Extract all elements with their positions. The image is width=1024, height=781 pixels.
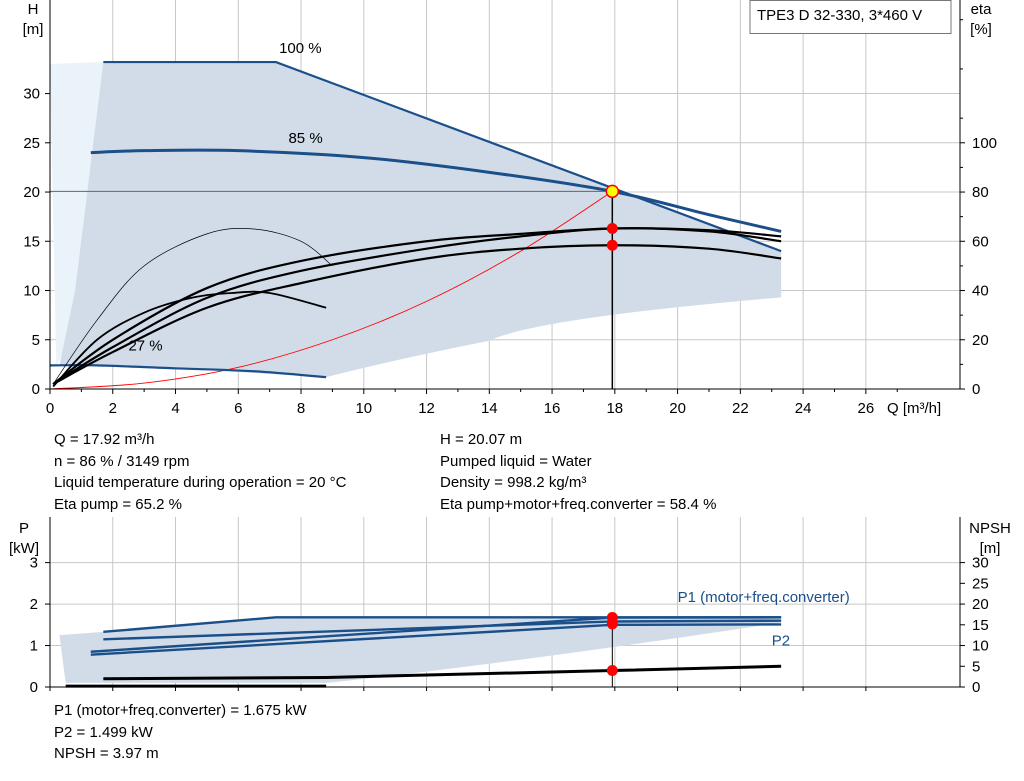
top-light-area xyxy=(50,62,104,366)
top-yr-tick-label-1: 20 xyxy=(972,332,989,349)
top-y-axis-label-1: [m] xyxy=(23,21,44,38)
top-x-tick-label-2: 4 xyxy=(171,400,179,417)
bottom-curve-label-0: P1 (motor+freq.converter) xyxy=(678,589,850,606)
top-x-tick-label-12: 24 xyxy=(795,400,812,417)
bottom-y-tick-label-3: 3 xyxy=(30,555,38,572)
top-point-eta-total xyxy=(606,239,618,251)
top-series-6 xyxy=(52,290,327,388)
top-x-tick-label-3: 6 xyxy=(234,400,242,417)
bottom-yr-tick-label-1: 5 xyxy=(972,658,980,675)
top-x-tick-label-4: 8 xyxy=(297,400,305,417)
pump-model-box xyxy=(749,0,952,34)
top-series-7 xyxy=(52,228,333,385)
top-series-5 xyxy=(52,227,782,385)
info-liquid-temp: Liquid temperature during operation = 20… xyxy=(54,474,347,491)
info-eta-pump: Eta pump = 65.2 % xyxy=(54,495,182,513)
info-eta-total: Eta pump+motor+freq.converter = 58.4 % xyxy=(440,495,717,513)
top-yr-tick-label-0: 0 xyxy=(972,381,980,398)
top-system-curve xyxy=(49,190,613,390)
top-yr-tick-label-4: 80 xyxy=(972,184,989,201)
top-duty-point xyxy=(605,184,620,199)
top-x-tick-label-11: 22 xyxy=(732,400,749,417)
info-bottom: P1 (motor+freq.converter) = 1.675 kW P2 … xyxy=(54,700,307,765)
bottom-point-npsh xyxy=(606,665,618,677)
top-yr-tick-label-5: 100 xyxy=(972,135,997,152)
top-y-tick-label-4: 20 xyxy=(23,184,40,201)
bottom-yr-axis-label-0: NPSH xyxy=(969,520,1011,537)
info-density: Density = 998.2 kg/m³ xyxy=(440,474,587,491)
top-yr-axis-label-0: eta xyxy=(971,1,993,18)
bottom-series-4 xyxy=(103,664,782,681)
bottom-y-axis-label-0: P xyxy=(19,520,29,537)
top-y-tick-label-3: 15 xyxy=(23,233,40,250)
info-top-left: Q = 17.92 m³/h n = 86 % / 3149 rpm Liqui… xyxy=(54,429,346,515)
top-series-3 xyxy=(52,244,782,386)
top-curve-label-2: 27 % xyxy=(128,338,162,355)
info-p1: P1 (motor+freq.converter) = 1.675 kW xyxy=(54,702,307,719)
info-speed: n = 86 % / 3149 rpm xyxy=(54,452,190,470)
top-curve-label-0: 100 % xyxy=(279,40,322,57)
top-y-tick-label-0: 0 xyxy=(32,381,40,398)
bottom-y-axis-label-1: [kW] xyxy=(9,540,39,557)
top-y-axis-label-0: H xyxy=(28,1,39,18)
top-yr-tick-label-2: 40 xyxy=(972,283,989,300)
bottom-yr-axis-label-1: [m] xyxy=(980,540,1001,557)
top-y-tick-label-6: 30 xyxy=(23,86,40,103)
bottom-yr-tick-label-6: 30 xyxy=(972,555,989,572)
top-series-1 xyxy=(90,148,782,233)
bottom-y-tick-label-0: 0 xyxy=(30,679,38,696)
bottom-yr-tick-label-5: 25 xyxy=(972,575,989,592)
info-head: H = 20.07 m xyxy=(440,431,523,448)
top-y-tick-label-5: 25 xyxy=(23,135,40,152)
info-flow: Q = 17.92 m³/h xyxy=(54,431,155,448)
info-npsh: NPSH = 3.97 m xyxy=(54,745,159,762)
bottom-yr-tick-label-2: 10 xyxy=(972,638,989,655)
info-pumped-liquid: Pumped liquid = Water xyxy=(440,452,592,470)
bottom-y-tick-label-2: 2 xyxy=(30,596,38,613)
bottom-yr-tick-label-0: 0 xyxy=(972,679,980,696)
top-yr-tick-label-3: 60 xyxy=(972,233,989,250)
top-x-axis-label: Q [m³/h] xyxy=(887,400,941,417)
bottom-curve-label-1: P2 xyxy=(772,633,790,650)
top-x-tick-label-10: 20 xyxy=(669,400,686,417)
top-x-tick-label-5: 10 xyxy=(355,400,372,417)
top-x-tick-label-9: 18 xyxy=(606,400,623,417)
bottom-yr-tick-label-3: 15 xyxy=(972,617,989,634)
top-curve-label-1: 85 % xyxy=(288,130,322,147)
top-x-tick-label-6: 12 xyxy=(418,400,435,417)
info-p2: P2 = 1.499 kW xyxy=(54,723,153,741)
top-y-tick-label-1: 5 xyxy=(32,332,40,349)
top-operating-area xyxy=(59,62,782,378)
top-x-tick-label-1: 2 xyxy=(109,400,117,417)
bottom-point-p2 xyxy=(606,618,618,630)
info-top-right: H = 20.07 m Pumped liquid = Water Densit… xyxy=(440,429,716,515)
top-x-tick-label-0: 0 xyxy=(46,400,54,417)
top-yr-axis-label-1: [%] xyxy=(970,21,992,38)
bottom-y-tick-label-1: 1 xyxy=(30,638,38,655)
pump-model-title: TPE3 D 32-330, 3*460 V xyxy=(757,7,922,24)
top-x-tick-label-13: 26 xyxy=(858,400,875,417)
bottom-yr-tick-label-4: 20 xyxy=(972,596,989,613)
top-point-eta-pump xyxy=(606,222,618,234)
top-x-tick-label-7: 14 xyxy=(481,400,498,417)
top-x-tick-label-8: 16 xyxy=(544,400,561,417)
top-y-tick-label-2: 10 xyxy=(23,283,40,300)
